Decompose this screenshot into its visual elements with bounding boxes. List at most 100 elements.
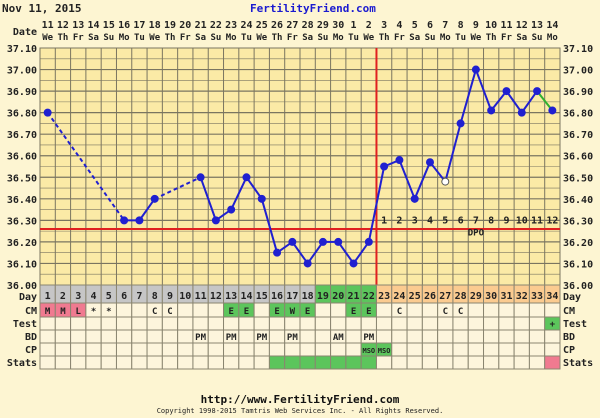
bd-row-cell	[207, 329, 225, 344]
weekday-tick: Th	[379, 33, 390, 43]
temperature-point	[43, 108, 52, 117]
temperature-segment	[291, 241, 309, 265]
stats-row-cell	[345, 355, 362, 370]
bd-row-cell	[39, 329, 56, 344]
test-row-cell	[437, 316, 454, 331]
y-tick-left: 36.70	[7, 130, 37, 141]
bd-row-value: PM	[287, 333, 298, 343]
weekday-tick: We	[256, 33, 267, 43]
weekday-tick: We	[149, 33, 160, 43]
dpo-number: 9	[503, 215, 509, 226]
cp-row-cell	[513, 342, 530, 357]
temperature-segment	[398, 159, 416, 200]
temperature-segment	[199, 176, 217, 221]
y-tick-right: 36.60	[563, 152, 593, 163]
stats-row-cell	[284, 355, 301, 370]
bd-row-value: PM	[363, 333, 374, 343]
test-row-cell	[70, 316, 87, 331]
cm-row-value: E	[351, 307, 356, 317]
day-row-value: 33	[531, 291, 543, 302]
cp-row-cell	[207, 342, 225, 357]
weekday-tick: Su	[318, 33, 329, 43]
bd-row-cell	[238, 329, 255, 344]
cp-row-cell	[528, 342, 546, 357]
day-row-value: 10	[179, 291, 191, 302]
row-label-left: Test	[13, 319, 37, 330]
temperature-segment	[260, 198, 279, 253]
temperature-point	[349, 259, 358, 268]
weekday-tick: Th	[486, 33, 497, 43]
day-row-value: 7	[136, 291, 142, 302]
cp-row-cell	[544, 342, 561, 357]
row-label-right: CM	[563, 306, 575, 317]
stats-row-cell	[192, 355, 209, 370]
stats-row-cell	[39, 355, 56, 370]
stats-row-cell	[238, 355, 255, 370]
day-row-value: 32	[516, 291, 528, 302]
weekday-tick: Fr	[73, 33, 84, 43]
temperature-point	[364, 237, 373, 246]
weekday-tick: We	[470, 33, 481, 43]
temperature-segment	[138, 198, 156, 221]
y-tick-right: 36.90	[563, 87, 593, 98]
dpo-number: 12	[546, 215, 558, 226]
bd-row-cell	[483, 329, 500, 344]
temperature-segment	[46, 112, 125, 221]
weekday-tick: Sa	[195, 33, 206, 43]
stats-row-cell	[391, 355, 408, 370]
temperature-segment	[367, 166, 386, 243]
temperature-segment	[429, 161, 447, 183]
cp-row-cell	[238, 342, 255, 357]
cp-row-cell	[39, 342, 56, 357]
date-tick: 15	[103, 20, 115, 31]
row-label-left: Stats	[7, 358, 37, 369]
cp-row-cell	[192, 342, 209, 357]
bd-row-cell	[498, 329, 515, 344]
test-row-cell	[375, 316, 393, 331]
cp-row-cell	[85, 342, 102, 357]
bd-row-cell	[421, 329, 439, 344]
cp-row-cell	[70, 342, 87, 357]
weekday-tick: Fr	[394, 33, 405, 43]
y-tick-right: 36.40	[563, 195, 593, 206]
cm-row-value: *	[91, 307, 96, 317]
weekday-tick: Sa	[409, 33, 420, 43]
site-link[interactable]: FertilityFriend.com	[250, 2, 376, 15]
dpo-number: 7	[473, 215, 479, 226]
copyright: Copyright 1998-2015 Tamtris Web Services…	[156, 407, 444, 415]
day-row-value: 34	[546, 291, 558, 302]
cm-row-cell	[115, 302, 133, 318]
bd-row-cell	[544, 329, 561, 344]
date-tick: 23	[225, 20, 237, 31]
cp-row-cell	[483, 342, 500, 357]
temperature-point	[502, 87, 511, 96]
temperature-point	[135, 216, 144, 225]
bd-row-cell	[406, 329, 423, 344]
cm-row-cell	[544, 302, 561, 318]
y-tick-left: 36.60	[7, 152, 37, 163]
temperature-point	[471, 65, 480, 74]
cp-row-cell	[115, 342, 133, 357]
date-tick: 2	[366, 20, 372, 31]
temperature-point	[227, 205, 236, 214]
y-tick-left: 36.80	[7, 109, 37, 120]
test-row-cell	[223, 316, 240, 331]
test-row-cell	[161, 316, 179, 331]
cp-row-value: MSO	[378, 347, 391, 355]
y-tick-right: 36.00	[563, 281, 593, 292]
stats-row-cell	[467, 355, 485, 370]
y-tick-right: 36.30	[563, 216, 593, 227]
day-row-value: 20	[332, 291, 344, 302]
weekday-tick: Th	[272, 33, 283, 43]
temperature-point	[120, 216, 129, 225]
bd-row-cell	[314, 329, 332, 344]
day-row-value: 23	[378, 291, 390, 302]
chart-date: Nov 11, 2015	[2, 2, 82, 15]
test-row-cell	[314, 316, 332, 331]
weekday-tick: Tu	[241, 33, 252, 43]
temperature-point	[533, 87, 542, 96]
footer-url[interactable]: http://www.FertilityFriend.com	[200, 393, 400, 406]
date-tick: 11	[500, 20, 512, 31]
date-label: Date	[13, 27, 37, 38]
bd-row-cell	[268, 329, 286, 344]
